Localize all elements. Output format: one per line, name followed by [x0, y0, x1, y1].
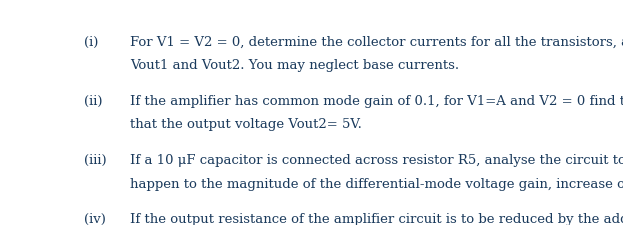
Text: Vout1 and Vout2. You may neglect base currents.: Vout1 and Vout2. You may neglect base cu… [130, 59, 459, 72]
Text: If the output resistance of the amplifier circuit is to be reduced by the additi: If the output resistance of the amplifie… [130, 212, 623, 225]
Text: that the output voltage Vout2= 5V.: that the output voltage Vout2= 5V. [130, 118, 362, 131]
Text: If the amplifier has common mode gain of 0.1, for V1=A and V2 = 0 find the value: If the amplifier has common mode gain of… [130, 94, 623, 108]
Text: (iii): (iii) [83, 153, 107, 166]
Text: happen to the magnitude of the differential-mode voltage gain, increase or decre: happen to the magnitude of the different… [130, 177, 623, 190]
Text: If a 10 μF capacitor is connected across resistor R5, analyse the circuit to det: If a 10 μF capacitor is connected across… [130, 153, 623, 166]
Text: (i): (i) [83, 36, 98, 49]
Text: (ii): (ii) [83, 94, 102, 108]
Text: For V1 = V2 = 0, determine the collector currents for all the transistors, and t: For V1 = V2 = 0, determine the collector… [130, 36, 623, 49]
Text: (iv): (iv) [83, 212, 105, 225]
